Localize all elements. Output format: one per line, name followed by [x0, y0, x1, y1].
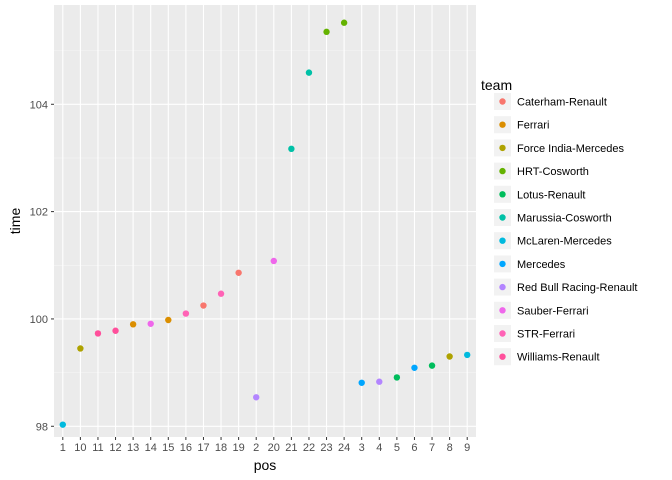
legend: team Caterham-Renault Ferrari Force India-…: [481, 77, 637, 366]
x-tick-label: 11: [92, 442, 103, 454]
data-point: [340, 19, 348, 26]
y-axis-title: time: [7, 208, 23, 235]
legend-label: Mercedes: [517, 259, 566, 271]
data-points: [59, 19, 471, 428]
legend-marker: [499, 353, 506, 360]
data-point: [376, 378, 383, 385]
x-tick-label: 15: [162, 442, 174, 454]
data-point: [182, 310, 190, 317]
x-tick-label: 16: [180, 442, 192, 454]
data-point: [59, 421, 66, 428]
y-tick-label: 102: [30, 207, 48, 219]
data-point: [288, 145, 295, 153]
legend-marker: [499, 121, 506, 128]
data-point: [270, 257, 277, 265]
x-tick-label: 8: [447, 442, 453, 454]
legend-label: Sauber-Ferrari: [517, 305, 589, 317]
y-tick-label: 100: [30, 314, 48, 326]
data-point: [112, 327, 119, 334]
legend-label: Williams-Renault: [517, 352, 600, 364]
legend-marker: [499, 260, 506, 268]
x-tick-label: 22: [303, 442, 315, 454]
x-tick-label: 21: [285, 442, 297, 454]
x-tick-label: 24: [338, 442, 350, 454]
data-point: [393, 374, 401, 381]
data-point: [446, 353, 453, 360]
legend-label: Lotus-Renault: [517, 189, 586, 201]
data-point: [253, 394, 260, 401]
x-tick-label: 13: [127, 442, 139, 454]
x-tick-label: 9: [464, 442, 470, 454]
x-tick-label: 19: [233, 442, 245, 454]
x-tick-label: 14: [145, 442, 157, 454]
legend-marker: [499, 214, 506, 221]
data-point: [200, 302, 207, 309]
x-axis-title: pos: [254, 457, 277, 473]
plot-panel: [54, 5, 476, 437]
data-point: [411, 364, 418, 371]
x-tick-label: 7: [429, 442, 435, 454]
data-point: [464, 351, 471, 359]
grid-minor: [54, 50, 476, 373]
data-point: [129, 321, 137, 328]
x-tick-label: 6: [411, 442, 417, 454]
legend-marker: [499, 98, 506, 105]
legend-label: STR-Ferrari: [517, 329, 575, 341]
data-point: [235, 269, 242, 276]
x-tick-label: 23: [320, 442, 332, 454]
data-point: [77, 345, 84, 352]
data-point: [358, 379, 365, 386]
x-tick-label: 1: [60, 442, 66, 454]
x-tick-label: 10: [74, 442, 86, 454]
legend-marker: [499, 283, 506, 291]
y-tick-label: 104: [30, 99, 48, 111]
legend-marker: [499, 330, 506, 337]
data-point: [94, 330, 102, 337]
x-tick-label: 5: [394, 442, 400, 454]
x-tick-label: 17: [197, 442, 209, 454]
legend-label: Marussia-Cosworth: [517, 213, 612, 225]
legend-label: McLaren-Mercedes: [517, 236, 612, 248]
legend-title: team: [481, 77, 512, 93]
x-tick-label: 12: [109, 442, 121, 454]
legend-label: Force India-Mercedes: [517, 143, 624, 155]
x-tick-label: 18: [215, 442, 227, 454]
y-axis: 98 100 102 104: [30, 99, 54, 433]
x-tick-label: 4: [376, 442, 382, 454]
x-tick-label: 2: [253, 442, 259, 454]
x-tick-label: 3: [359, 442, 365, 454]
legend-label: Red Bull Racing-Renault: [517, 282, 637, 294]
data-point: [217, 290, 225, 297]
legend-label: Ferrari: [517, 120, 549, 132]
legend-marker: [499, 191, 506, 198]
x-tick-label: 20: [268, 442, 280, 454]
y-tick-label: 98: [36, 421, 48, 433]
data-point: [305, 69, 313, 76]
legend-marker: [499, 167, 506, 175]
legend-marker: [499, 144, 506, 152]
data-point: [323, 28, 330, 36]
legend-marker: [499, 237, 506, 244]
x-axis: 1 10 11 12 13 14 15 16 17 18 19 2 20 21 22 23 24 3 4 5 6 7 8 9: [60, 437, 470, 454]
data-point: [428, 362, 436, 369]
legend-label: HRT-Cosworth: [517, 166, 589, 178]
data-point: [147, 320, 154, 327]
data-point: [165, 316, 172, 324]
legend-marker: [499, 307, 506, 314]
legend-label: Caterham-Renault: [517, 97, 607, 109]
